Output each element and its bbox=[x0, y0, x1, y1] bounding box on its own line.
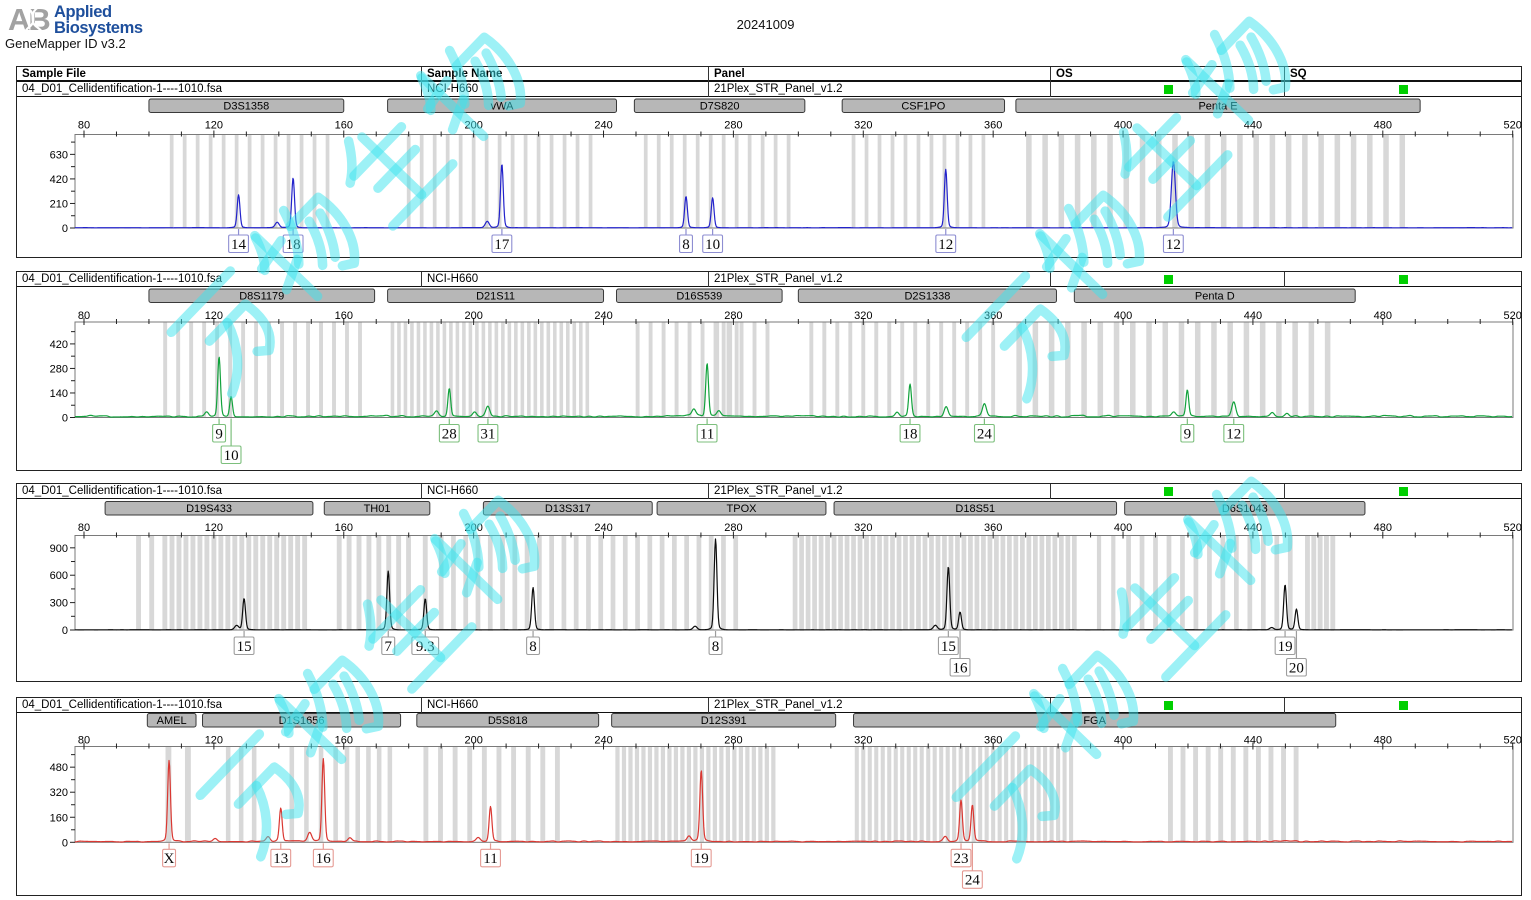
brand-name-line2: Biosystems bbox=[54, 18, 143, 37]
sq-pass-indicator bbox=[1398, 487, 1408, 496]
report-date: 20241009 bbox=[736, 17, 795, 32]
os-cell bbox=[1051, 271, 1285, 287]
sq-pass-indicator bbox=[1398, 274, 1408, 284]
os-pass-indicator bbox=[1163, 274, 1173, 284]
os-pass-indicator bbox=[1163, 700, 1173, 710]
panel-name-cell: 21Plex_STR_Panel_v1.2 bbox=[709, 82, 1051, 97]
panel-1-box: Sample File Sample Name Panel OS SQ 04_D01_Ce… bbox=[16, 66, 1522, 258]
sample-data-row[interactable]: 04_D01_Cellidentification-1----1010.fsa N… bbox=[17, 82, 1521, 97]
sample-name-cell: NCI-H660 bbox=[422, 271, 709, 287]
panel-name-cell: 21Plex_STR_Panel_v1.2 bbox=[709, 271, 1051, 287]
sq-cell bbox=[1285, 484, 1521, 499]
sq-cell bbox=[1285, 698, 1521, 713]
panel-4-box: 04_D01_Cellidentification-1----1010.fsa N… bbox=[16, 696, 1522, 896]
os-cell bbox=[1051, 484, 1285, 499]
sq-pass-indicator bbox=[1398, 85, 1408, 94]
sample-data-row[interactable]: 04_D01_Cellidentification-1----1010.fsa N… bbox=[17, 271, 1521, 287]
sample-name-cell: NCI-H660 bbox=[422, 484, 709, 499]
column-header-sample-file: Sample File bbox=[17, 67, 422, 82]
column-header-panel: Panel bbox=[709, 67, 1051, 82]
sample-file-cell: 04_D01_Cellidentification-1----1010.fsa bbox=[17, 271, 422, 287]
sq-pass-indicator bbox=[1398, 700, 1408, 710]
os-pass-indicator bbox=[1163, 85, 1173, 94]
sample-file-cell: 04_D01_Cellidentification-1----1010.fsa bbox=[17, 697, 422, 713]
sample-name-cell: NCI-H660 bbox=[422, 82, 709, 97]
sample-data-row[interactable]: 04_D01_Cellidentification-1----1010.fsa N… bbox=[17, 697, 1521, 713]
os-pass-indicator bbox=[1163, 487, 1173, 496]
sample-data-row[interactable]: 04_D01_Cellidentification-1----1010.fsa N… bbox=[17, 484, 1521, 499]
panel-2-box: 04_D01_Cellidentification-1----1010.fsa N… bbox=[16, 270, 1522, 471]
sq-cell bbox=[1285, 82, 1521, 97]
column-header-sample-name: Sample Name bbox=[422, 67, 709, 82]
sample-file-cell: 04_D01_Cellidentification-1----1010.fsa bbox=[17, 484, 422, 499]
panel-name-cell: 21Plex_STR_Panel_v1.2 bbox=[709, 484, 1051, 499]
panel-3-box: 04_D01_Cellidentification-1----1010.fsa N… bbox=[16, 483, 1522, 682]
table-header-row: Sample File Sample Name Panel OS SQ bbox=[17, 67, 1521, 82]
sample-file-cell: 04_D01_Cellidentification-1----1010.fsa bbox=[17, 82, 422, 97]
brand-name: Applied Biosystems bbox=[54, 3, 143, 37]
os-cell bbox=[1051, 82, 1285, 97]
column-header-os: OS bbox=[1051, 67, 1285, 82]
app-version-label: GeneMapper ID v3.2 bbox=[5, 36, 126, 51]
os-cell bbox=[1051, 697, 1285, 713]
brand-name-line1: Applied bbox=[54, 3, 112, 21]
sample-name-cell: NCI-H660 bbox=[422, 697, 709, 713]
panel-name-cell: 21Plex_STR_Panel_v1.2 bbox=[709, 697, 1051, 713]
column-header-sq: SQ bbox=[1290, 68, 1307, 80]
sq-cell bbox=[1285, 272, 1521, 287]
